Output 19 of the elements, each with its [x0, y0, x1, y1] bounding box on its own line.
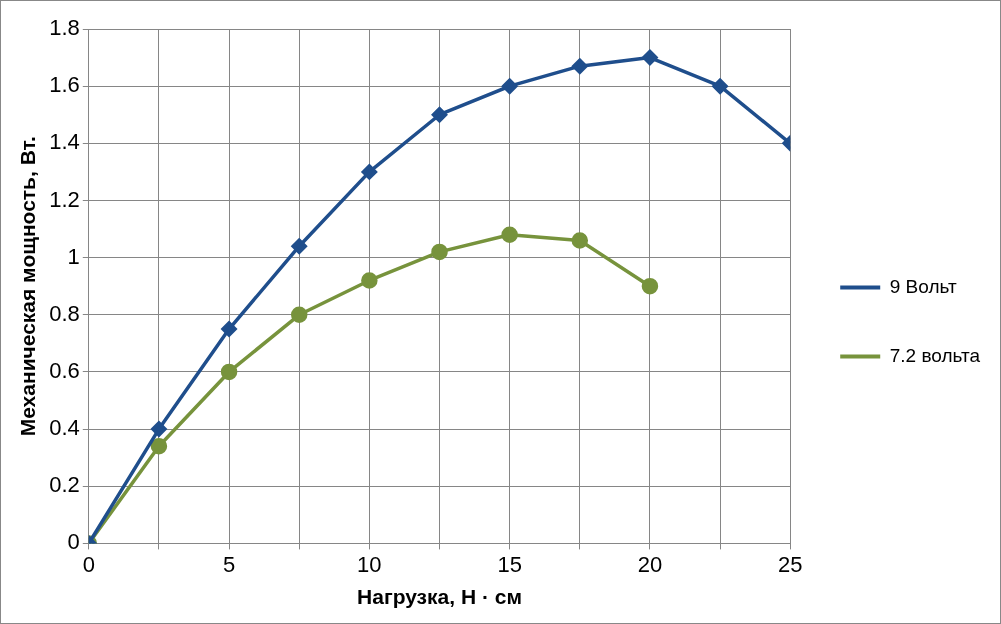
y-tick-label: 1	[67, 243, 80, 269]
x-tick-label: 20	[637, 551, 663, 577]
y-tick-label: 1.6	[49, 72, 80, 98]
y-tick-label: 0.2	[49, 472, 80, 498]
x-tick-label: 15	[497, 551, 522, 577]
y-tick-label: 0.6	[49, 358, 80, 383]
x-tick-label: 25	[777, 551, 803, 577]
x-tick-label: 10	[357, 551, 382, 577]
x-axis-title: Нагрузка, Н · см	[357, 585, 522, 609]
y-tick-label: 1.2	[49, 186, 80, 212]
y-tick-label: 0.4	[49, 415, 80, 441]
y-tick-label: 1.8	[49, 15, 80, 41]
y-tick-label: 1.4	[49, 129, 80, 155]
y-tick-label: 0	[67, 529, 80, 555]
x-tick-label: 5	[222, 551, 236, 577]
y-axis-title: Механическая мощность, Вт.	[16, 136, 40, 437]
y-tick-label: 0.8	[49, 300, 80, 326]
legend-label: 7.2 вольта	[889, 344, 981, 366]
legend-label: 9 Вольт	[889, 275, 957, 297]
